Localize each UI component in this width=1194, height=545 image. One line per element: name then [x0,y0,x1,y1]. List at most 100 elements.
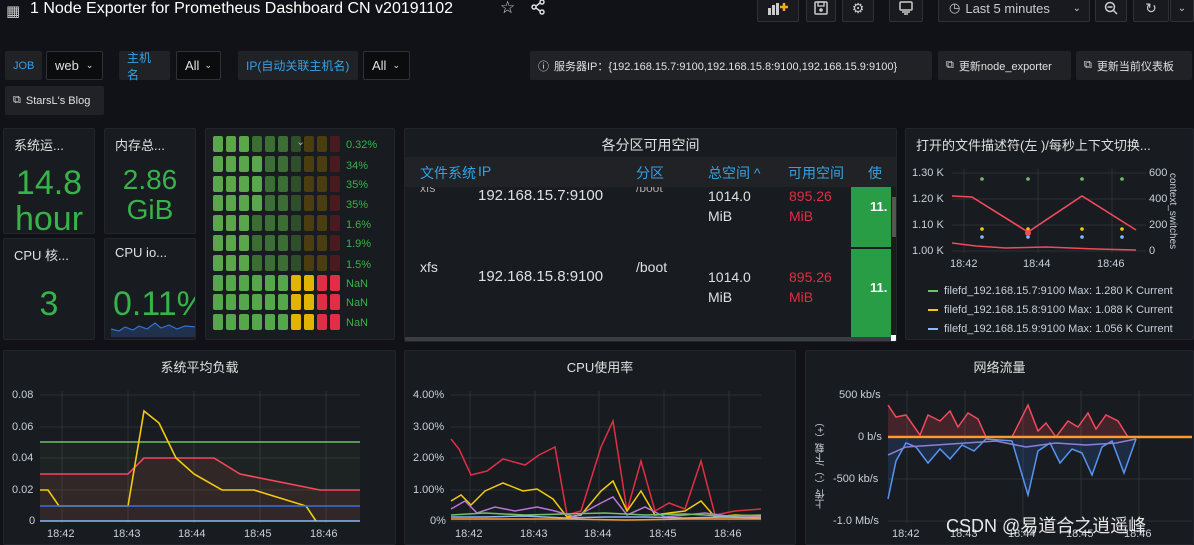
bar-gauge-cell [252,155,262,172]
bar-gauge-cell [252,215,262,232]
x-tick-label: 18:44 [584,528,612,540]
job-variable-select[interactable]: web ⌄ [46,51,103,80]
y2-tick-label: 400 [1149,193,1168,205]
share-icon[interactable] [530,0,546,19]
bar-gauge-cell [213,294,223,311]
dashboard-title[interactable]: 1 Node Exporter for Prometheus Dashboard… [30,0,454,17]
x-tick-label: 18:42 [892,528,920,540]
bar-gauge-cell [239,175,249,192]
ip-variable-select[interactable]: All ⌄ [363,51,410,80]
x-tick-label: 18:44 [1023,258,1051,270]
memory-total-panel: 内存总... 2.86 GiB [104,128,196,234]
bar-gauge-cell [291,195,301,212]
blog-link[interactable]: ⧉ StarsL's Blog [5,86,104,115]
col-header-used[interactable]: 使 [868,165,882,181]
x-tick-label: 18:43 [950,528,978,540]
bar-gauge-cell [317,294,327,311]
hostname-variable-select[interactable]: All ⌄ [176,51,221,80]
bar-gauge-cell [278,215,288,232]
legend-item[interactable]: filefd_192.168.15.7:9100 Max: 1.280 K Cu… [944,285,1173,297]
external-link-icon: ⧉ [946,59,954,71]
y-tick-label: 500 kb/s [839,389,881,401]
bar-gauge-cell [265,274,275,291]
col-header-fs[interactable]: 文件系统 [420,165,476,181]
star-icon[interactable]: ☆ [500,0,516,17]
bar-gauge-cell [265,254,275,271]
panel-title: 打开的文件描述符(左 )/每秒上下文切换... [916,138,1151,153]
legend-item[interactable]: filefd_192.168.15.8:9100 Max: 1.088 K Cu… [944,304,1173,316]
bar-gauge-cell [265,235,275,251]
bar-gauge-cell [330,235,340,251]
horizontal-scrollbar[interactable] [405,337,891,341]
refresh-interval-dropdown[interactable]: ⌄ [1170,0,1194,22]
col-header-total[interactable]: 总空间 ^ [708,165,761,181]
save-icon[interactable] [806,0,836,22]
clock-icon: ◷ [949,0,961,15]
bar-gauge-value: NaN [346,278,369,290]
bar-gauge-value: 1.9% [346,238,372,250]
y2-tick-label: 600 [1149,167,1168,179]
bar-gauge-cell [226,254,236,271]
external-link-icon: ⧉ [1084,59,1092,71]
bar-gauge-cell [252,175,262,192]
bar-gauge-cell [278,195,288,212]
y-tick-label: 1.20 K [912,193,944,205]
uptime-panel: 系统运... 14.8 hour [3,128,95,234]
x-tick-label: 18:44 [178,528,206,540]
network-chart [887,391,1192,523]
add-panel-button[interactable] [757,0,799,22]
top-navbar: ▦ 1 Node Exporter for Prometheus Dashboa… [0,0,1194,36]
bar-gauge-cell [213,175,223,192]
time-range-picker[interactable]: ◷ Last 5 minutes ⌄ [938,0,1090,22]
bar-gauge-cell [239,254,249,271]
zoom-out-icon[interactable] [1095,0,1127,22]
dashboard-grid-icon[interactable]: ▦ [6,3,21,20]
bar-gauge-cell [278,254,288,271]
bar-gauge-cell [304,136,314,152]
bar-gauge-cell [317,136,327,152]
bar-gauge-cell [265,215,275,232]
bar-gauge-cell [239,155,249,172]
bar-gauge-cell [330,136,340,152]
bar-gauge-cell [278,235,288,251]
x-tick-label: 18:43 [520,528,548,540]
bar-gauge-cell [239,195,249,212]
panel-title: 各分区可用空间 [601,137,700,153]
panel-menu-chevron-icon[interactable]: ⌄ [296,136,306,148]
update-node-exporter-link[interactable]: ⧉ 更新node_exporter [938,51,1071,80]
cpu-cores-value: 3 [39,285,59,323]
table-header-row [405,157,896,187]
update-dashboard-link[interactable]: ⧉ 更新当前仪表板 [1076,51,1192,80]
table-cell: /boot [636,259,668,275]
col-header-mount[interactable]: 分区 [636,165,664,181]
bar-gauge-cell [226,215,236,232]
bar-gauge-cell [317,274,327,291]
panel-title: CPU 核... [14,248,69,263]
bar-gauge-cell [317,155,327,172]
refresh-icon[interactable]: ↻ [1133,0,1169,22]
x-tick-label: 18:46 [1124,528,1152,540]
y-tick-label: 1.00 K [912,245,944,257]
legend-item[interactable]: filefd_192.168.15.9:9100 Max: 1.056 K Cu… [944,323,1173,335]
bar-gauge-panel: ⌄ 0.32% 34% 35% 35% 1.6% 1.9% 1.5% NaN N… [205,128,395,340]
chevron-down-icon: ⌄ [392,60,400,70]
bar-gauge-cell [252,254,262,271]
vertical-scrollbar[interactable] [892,197,896,237]
y-tick-label: 0 b/s [858,431,882,443]
bar-gauge-cell [239,274,249,291]
chevron-down-icon: ⌄ [85,60,94,70]
server-ip-link[interactable]: ⓘ 服务器IP：{192.168.15.7:9100,192.168.15.8:9… [530,51,932,80]
bar-gauge-cell [304,155,314,172]
bar-gauge-cell [252,294,262,311]
x-tick-label: 18:45 [244,528,272,540]
tv-mode-icon[interactable] [889,0,923,22]
bar-gauge-cell [291,136,301,152]
x-tick-label: 18:46 [310,528,338,540]
col-header-free[interactable]: 可用空间 [788,165,844,181]
bar-gauge-cell [317,175,327,192]
bar-gauge-cell [278,136,288,152]
col-header-ip[interactable]: IP [478,163,492,179]
y-tick-label: 4.00% [413,389,445,401]
settings-gear-icon[interactable]: ⚙ [842,0,874,22]
bar-gauge-cell [239,215,249,232]
